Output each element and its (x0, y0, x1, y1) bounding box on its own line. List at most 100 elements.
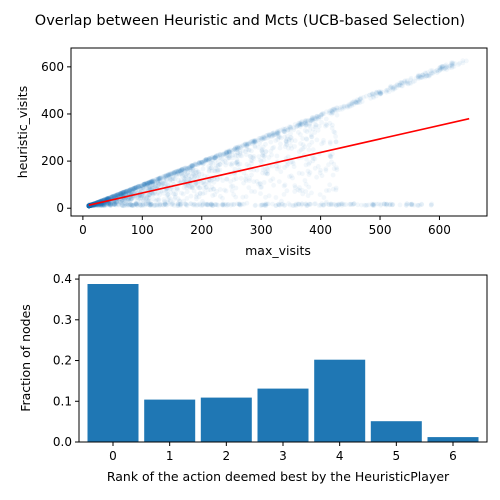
scatter-point (303, 118, 309, 124)
scatter-point (120, 190, 125, 196)
scatter-point (119, 202, 125, 207)
scatter-point (262, 135, 267, 141)
scatter-point (366, 202, 372, 208)
scatter-point (252, 139, 257, 144)
scatter-point (308, 118, 314, 124)
scatter-point (101, 201, 107, 207)
scatter-point (409, 202, 415, 207)
scatter-point (370, 91, 375, 97)
scatter-point (378, 202, 383, 208)
scatter-point (341, 104, 347, 109)
trendline (88, 117, 470, 206)
scatter-point (152, 182, 158, 187)
scatter-point (259, 202, 265, 208)
scatter-point (137, 183, 143, 189)
scatter-point (158, 181, 164, 187)
scatter-point (449, 63, 455, 69)
scatter-point (177, 202, 183, 208)
scatter-point (235, 153, 241, 159)
scatter-point (329, 125, 335, 131)
scatter-point (207, 156, 213, 162)
scatter-point (362, 202, 367, 208)
scatter-point (281, 129, 287, 134)
scatter-point (244, 142, 250, 148)
scatter-point (327, 152, 333, 158)
scatter-point (123, 189, 129, 195)
scatter-point (429, 70, 434, 76)
scatter-point (163, 182, 169, 187)
scatter-point (259, 184, 264, 190)
scatter-point (223, 188, 229, 194)
scatter-point (138, 186, 144, 192)
scatter-point (298, 121, 304, 127)
scatter-point (178, 177, 184, 183)
scatter-point (112, 193, 118, 198)
scatter-point (296, 201, 301, 207)
scatter-point (182, 168, 188, 173)
scatter-point (266, 155, 272, 160)
scatter-point (284, 136, 290, 142)
scatter-point (244, 200, 250, 206)
scatter-point (128, 187, 133, 193)
scatter-point (321, 140, 326, 146)
scatter-point (304, 137, 310, 142)
scatter-point (195, 174, 201, 179)
scatter-point (183, 183, 189, 189)
scatter-point (143, 201, 149, 207)
scatter-point (259, 148, 265, 154)
bar (200, 397, 252, 442)
scatter-point (101, 202, 106, 208)
scatter-point (129, 202, 135, 208)
scatter-point (302, 144, 308, 150)
scatter-point (123, 201, 129, 207)
scatter-point (141, 195, 147, 201)
scatter-point (230, 152, 235, 158)
scatter-point (200, 202, 206, 208)
scatter-point (156, 182, 162, 188)
scatter-point (347, 103, 352, 108)
scatter-point (212, 155, 218, 161)
scatter-point (247, 153, 253, 159)
scatter-point (102, 203, 107, 209)
scatter-point (197, 190, 203, 196)
scatter-point (300, 142, 306, 148)
scatter-point (409, 201, 415, 207)
scatter-point (118, 191, 124, 197)
scatter-point (235, 150, 241, 155)
scatter-point (160, 181, 166, 187)
scatter-point (114, 192, 120, 198)
scatter-point (120, 191, 126, 197)
scatter-point (155, 202, 161, 208)
scatter-point (282, 129, 287, 134)
scatter-point (111, 194, 116, 200)
scatter-point (128, 195, 134, 201)
scatter-point (370, 202, 376, 207)
scatter-point (150, 178, 156, 184)
scatter-point (154, 203, 160, 208)
scatter-point (175, 201, 181, 207)
scatter-point (300, 191, 306, 197)
scatter-point (302, 119, 308, 125)
scatter-point (127, 187, 133, 193)
scatter-point (106, 195, 111, 201)
scatter-point (334, 202, 339, 208)
scatter-point (185, 183, 191, 189)
scatter-point (329, 109, 334, 114)
scatter-point (302, 120, 307, 126)
scatter-point (121, 189, 127, 195)
scatter-point (356, 99, 362, 104)
scatter-point (235, 145, 241, 150)
scatter-point (229, 161, 235, 166)
scatter-point (331, 166, 337, 172)
scatter-point (158, 175, 164, 180)
scatter-point (118, 199, 123, 205)
scatter-point (163, 178, 169, 183)
scatter-point (307, 118, 313, 123)
scatter-point (135, 184, 141, 190)
scatter-point (130, 186, 136, 192)
scatter-point (154, 176, 160, 182)
scatter-point (206, 180, 212, 186)
scatter-point (107, 200, 113, 206)
scatter-point (184, 165, 190, 171)
scatter-point (427, 73, 432, 79)
